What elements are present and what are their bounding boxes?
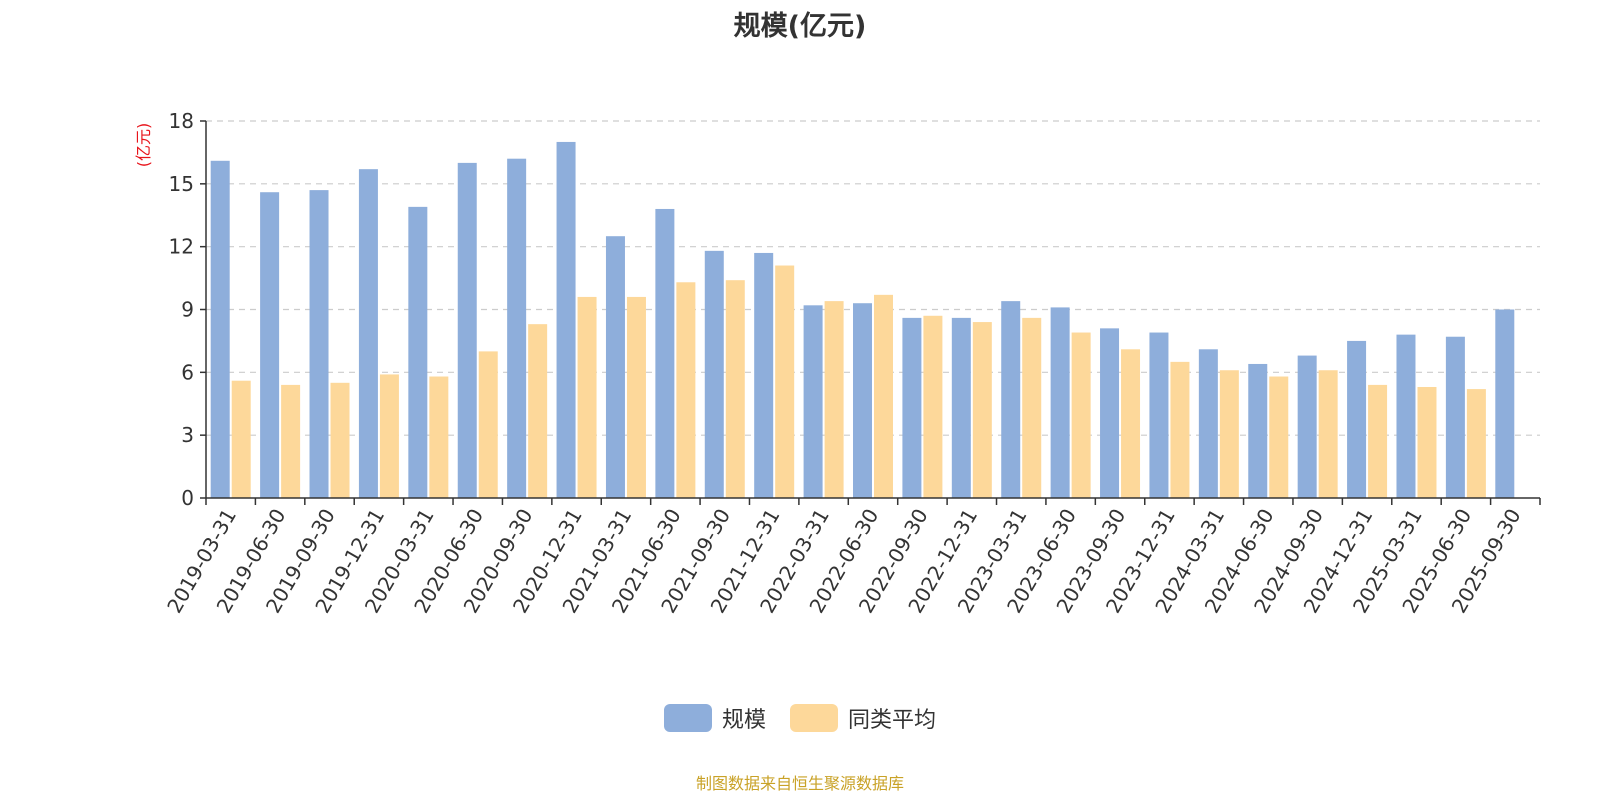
bar-scale (853, 303, 872, 498)
bar-scale (358, 169, 378, 498)
bar-scale (1100, 328, 1120, 498)
bar-scale (655, 208, 675, 498)
bar-scale (951, 317, 971, 498)
legend-swatch-scale (663, 704, 712, 732)
y-tick-label: 6 (181, 360, 194, 384)
bar-scale (1347, 340, 1367, 498)
bar-scale (605, 236, 625, 498)
bar-scale (754, 252, 774, 498)
bar-peer-average (1071, 332, 1091, 498)
bar-peer-average (1318, 370, 1338, 498)
bar-peer-average (330, 382, 350, 498)
bar-chart: 03691215182019-03-312019-06-302019-09-30… (134, 109, 1541, 617)
bar-peer-average (1417, 386, 1437, 498)
bar-scale (556, 141, 576, 498)
y-tick-label: 18 (169, 109, 194, 133)
chart-title: 规模(亿元) (733, 11, 867, 42)
bar-peer-average (1466, 389, 1486, 498)
legend-swatch-peer-average (790, 704, 838, 732)
bar-scale (1001, 301, 1021, 498)
bar-peer-average (577, 296, 597, 498)
bar-peer-average (775, 265, 795, 498)
bar-peer-average (231, 380, 251, 498)
bar-peer-average (626, 296, 646, 498)
bar-peer-average (725, 280, 745, 498)
bar-peer-average (972, 322, 992, 498)
y-tick-label: 0 (181, 486, 194, 510)
bar-peer-average (1121, 349, 1141, 498)
bar-scale (1149, 332, 1169, 498)
bar-peer-average (1368, 384, 1388, 498)
bar-peer-average (874, 294, 893, 498)
bar-scale (309, 190, 329, 498)
source-footer: 制图数据来自恒生聚源数据库 (695, 774, 904, 793)
bar-scale (803, 305, 823, 498)
y-tick-label: 15 (169, 172, 194, 196)
y-tick-label: 9 (181, 298, 194, 322)
grid-lines (206, 120, 1540, 436)
y-tick-label: 12 (169, 235, 194, 259)
bar-scale (210, 160, 230, 499)
bar-scale (1297, 355, 1317, 498)
bar-scale (1495, 309, 1515, 498)
bar-peer-average (1269, 376, 1289, 498)
bar-scale (457, 162, 477, 498)
y-tick-label: 3 (181, 423, 194, 447)
bar-peer-average (429, 376, 449, 498)
bar-scale (1050, 307, 1070, 498)
legend-item-scale[interactable]: 规模 (663, 702, 766, 734)
bar-scale (1198, 349, 1218, 498)
bar-peer-average (379, 374, 399, 498)
bars (210, 141, 1515, 499)
bar-scale (902, 317, 922, 498)
bar-scale (260, 192, 280, 498)
bar-scale (1445, 336, 1465, 498)
legend-item-peer-average[interactable]: 同类平均 (790, 702, 936, 734)
legend-label-scale: 规模 (721, 708, 766, 733)
bar-scale (704, 250, 724, 498)
bar-peer-average (676, 282, 696, 498)
bar-scale (1248, 363, 1268, 498)
bar-peer-average (1219, 370, 1239, 498)
bar-peer-average (824, 301, 844, 498)
y-axis-label: (亿元) (134, 123, 153, 168)
bar-peer-average (923, 315, 943, 498)
bar-peer-average (281, 384, 301, 498)
bar-scale (1396, 334, 1416, 498)
bar-peer-average (1170, 361, 1190, 498)
legend: 规模 同类平均 (0, 702, 1600, 734)
bar-scale (408, 206, 428, 498)
bar-peer-average (1022, 317, 1042, 498)
bar-peer-average (528, 324, 548, 498)
legend-label-peer-average: 同类平均 (848, 708, 937, 733)
bar-peer-average (478, 351, 498, 498)
bar-scale (507, 158, 527, 498)
